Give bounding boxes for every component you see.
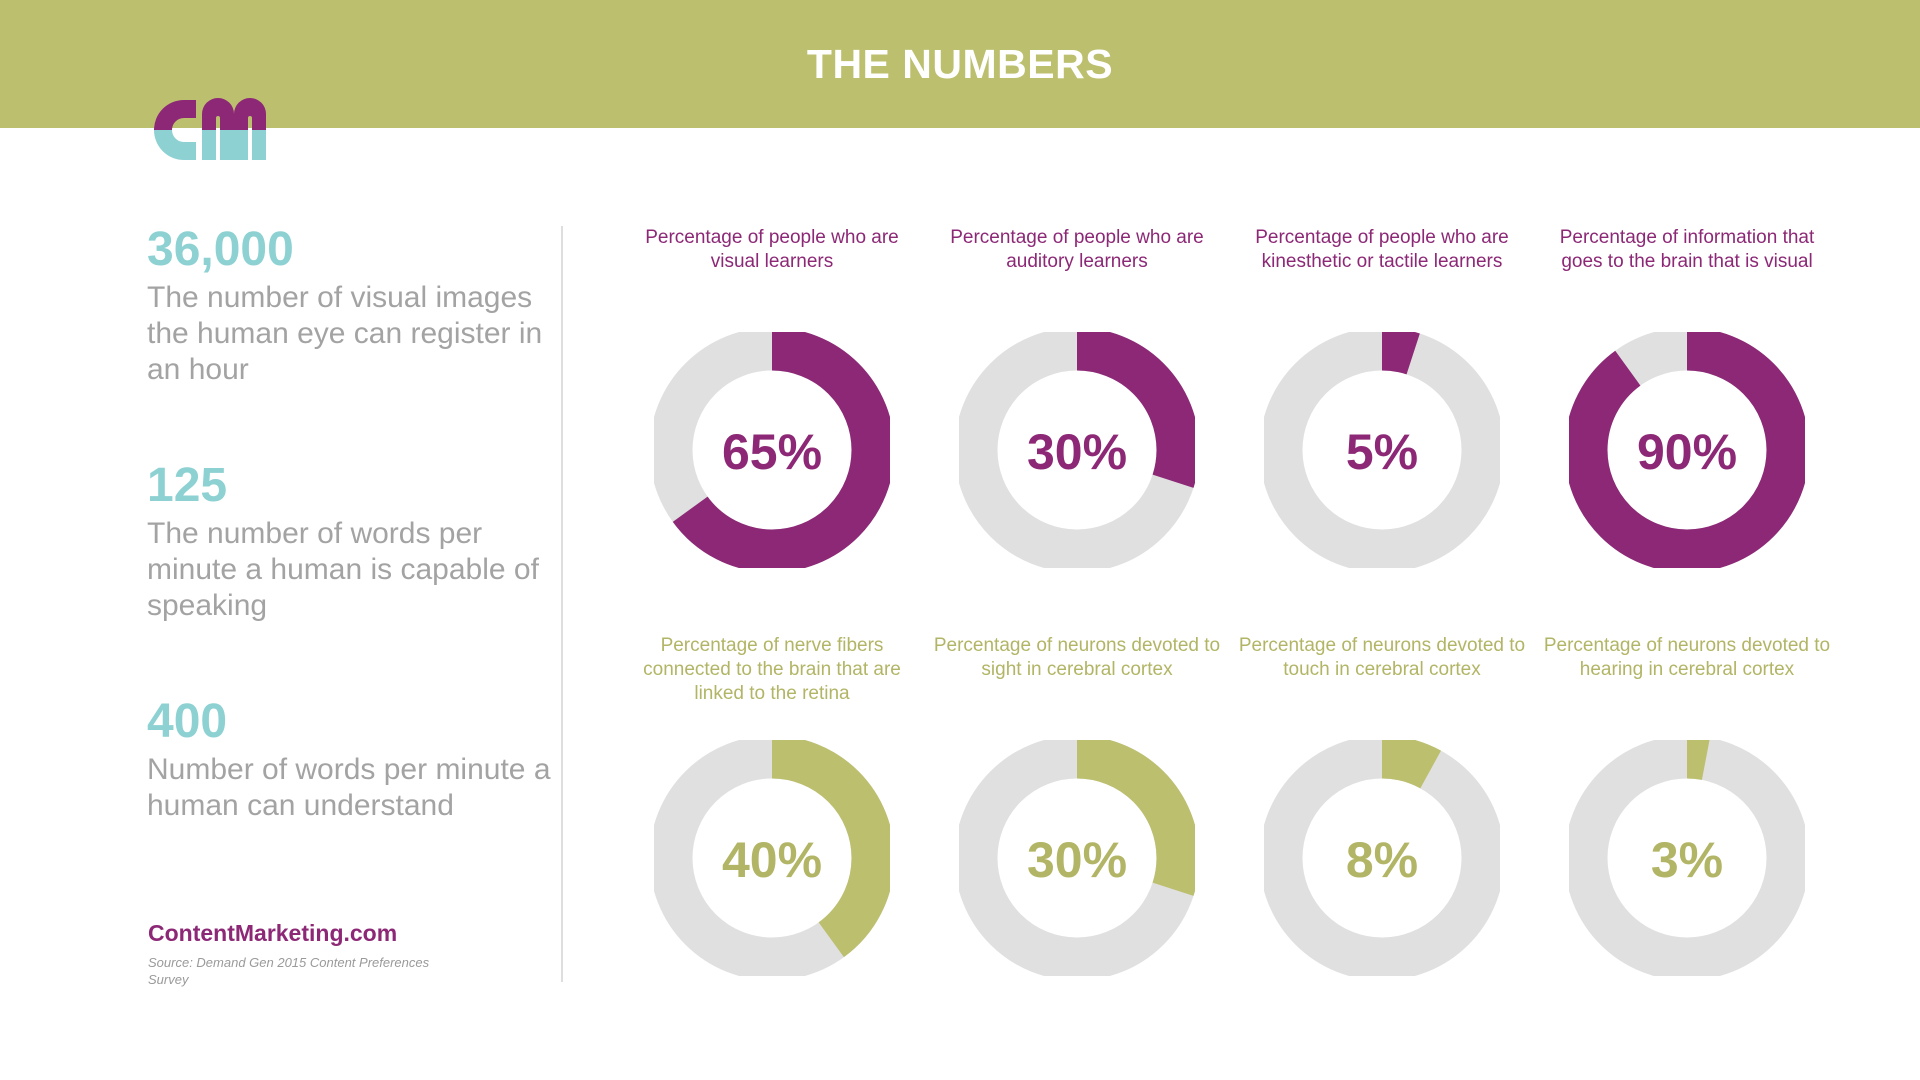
donut-chart <box>959 740 1195 976</box>
donut-value-slice <box>1569 332 1805 568</box>
donut-tile: Percentage of neurons devoted to sight i… <box>932 634 1222 1014</box>
donut-chart <box>959 332 1195 568</box>
stat-description: The number of words per minute a human i… <box>147 517 539 622</box>
donut-tile: Percentage of people who are auditory le… <box>932 226 1222 606</box>
donut-value-slice <box>959 332 1195 568</box>
donut-title: Percentage of information that goes to t… <box>1559 227 1815 272</box>
divider <box>561 226 563 982</box>
stat-description: The number of visual images the human ey… <box>147 281 543 386</box>
donut-title: Percentage of neurons devoted to touch i… <box>1238 635 1526 680</box>
source-note: Source: Demand Gen 2015 Content Preferen… <box>148 955 430 987</box>
donut-tile: Percentage of people who are kinesthetic… <box>1237 226 1527 606</box>
donut-title: Percentage of people who are visual lear… <box>645 227 899 272</box>
page-title: THE NUMBERS <box>806 40 1114 87</box>
donut-value-label: 5% <box>1345 424 1419 480</box>
donut-value-label: 8% <box>1345 832 1419 888</box>
donut-tile: Percentage of neurons devoted to touch i… <box>1237 634 1527 1014</box>
donut-chart <box>654 332 890 568</box>
cm-logo <box>154 98 266 160</box>
donut-value-slice <box>1264 740 1500 976</box>
stat-number: 400 <box>147 695 228 748</box>
donut-title: Percentage of people who are auditory le… <box>950 227 1204 272</box>
donut-value-slice <box>654 332 890 568</box>
stat-visual-images: 36,000 The number of visual images the h… <box>147 224 567 388</box>
donut-chart <box>1569 332 1805 568</box>
donut-value-slice <box>1569 740 1805 976</box>
stat-number: 125 <box>147 459 228 512</box>
donut-value-label: 30% <box>1026 424 1128 480</box>
donut-title: Percentage of neurons devoted to sight i… <box>933 635 1221 680</box>
donut-tile: Percentage of nerve fibers connected to … <box>627 634 917 1014</box>
donut-title: Percentage of neurons devoted to hearing… <box>1543 635 1831 680</box>
stat-words-speaking: 125 The number of words per minute a hum… <box>147 460 567 624</box>
donut-value-slice <box>654 740 890 976</box>
donut-chart <box>654 740 890 976</box>
donut-tile: Percentage of neurons devoted to hearing… <box>1542 634 1832 1014</box>
donut-chart <box>1264 740 1500 976</box>
donut-value-slice <box>959 740 1195 976</box>
donut-chart <box>1569 740 1805 976</box>
donut-tile: Percentage of people who are visual lear… <box>627 226 917 606</box>
donut-chart <box>1264 332 1500 568</box>
donut-value-label: 3% <box>1650 832 1724 888</box>
stat-number: 36,000 <box>147 223 294 276</box>
donut-title: Percentage of people who are kinesthetic… <box>1255 227 1509 272</box>
donut-value-label: 65% <box>721 424 823 480</box>
brand-link[interactable]: ContentMarketing.com <box>148 920 398 946</box>
stat-description: Number of words per minute a human can u… <box>147 753 551 822</box>
donut-title: Percentage of nerve fibers connected to … <box>643 635 901 704</box>
donut-value-label: 40% <box>721 832 823 888</box>
donut-value-label: 90% <box>1636 424 1738 480</box>
donut-tile: Percentage of information that goes to t… <box>1542 226 1832 606</box>
donut-value-slice <box>1264 332 1500 568</box>
header-bar <box>0 0 1920 128</box>
stat-words-understand: 400 Number of words per minute a human c… <box>147 696 567 824</box>
donut-value-label: 30% <box>1026 832 1128 888</box>
